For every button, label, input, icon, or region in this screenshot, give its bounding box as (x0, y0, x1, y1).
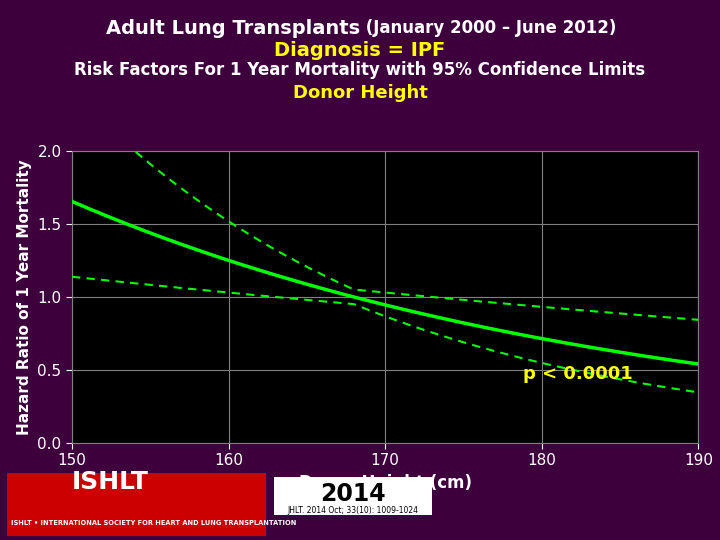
Text: Donor Height: Donor Height (292, 84, 428, 102)
Text: Adult Lung Transplants: Adult Lung Transplants (106, 19, 360, 38)
Text: Diagnosis = IPF: Diagnosis = IPF (274, 40, 446, 59)
Y-axis label: Hazard Ratio of 1 Year Mortality: Hazard Ratio of 1 Year Mortality (17, 159, 32, 435)
Text: 2014: 2014 (320, 482, 386, 506)
Text: p < 0.0001: p < 0.0001 (523, 364, 633, 383)
Text: JHLT. 2014 Oct; 33(10): 1009-1024: JHLT. 2014 Oct; 33(10): 1009-1024 (287, 507, 418, 515)
Text: ISHLT • INTERNATIONAL SOCIETY FOR HEART AND LUNG TRANSPLANTATION: ISHLT • INTERNATIONAL SOCIETY FOR HEART … (11, 519, 296, 525)
FancyBboxPatch shape (274, 477, 432, 515)
Text: (January 2000 – June 2012): (January 2000 – June 2012) (360, 19, 616, 37)
Text: Risk Factors For 1 Year Mortality with 95% Confidence Limits: Risk Factors For 1 Year Mortality with 9… (74, 61, 646, 79)
FancyBboxPatch shape (7, 473, 266, 537)
Text: ISHLT: ISHLT (72, 470, 149, 495)
X-axis label: Donor Height (cm): Donor Height (cm) (299, 474, 472, 492)
